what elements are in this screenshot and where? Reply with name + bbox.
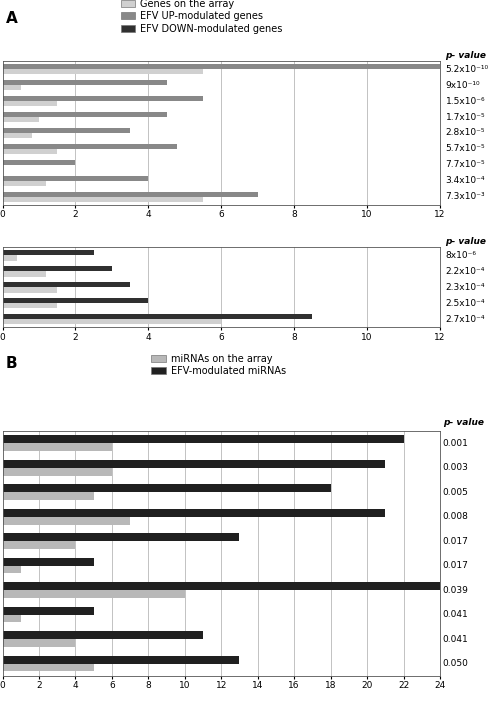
Bar xyxy=(2,534,240,541)
Bar xyxy=(2,191,258,197)
Bar xyxy=(2,631,203,639)
Text: 0.017: 0.017 xyxy=(442,536,468,546)
Text: 0.041: 0.041 xyxy=(442,634,468,643)
Text: 0.001: 0.001 xyxy=(442,439,468,448)
Bar xyxy=(2,639,76,647)
Bar xyxy=(2,320,221,325)
Text: 0.039: 0.039 xyxy=(442,586,468,595)
Bar xyxy=(2,80,166,85)
Legend: Genes on the array, EFV UP-modulated genes, EFV DOWN-modulated genes: Genes on the array, EFV UP-modulated gen… xyxy=(116,0,286,37)
Text: 7.7x10⁻⁵: 7.7x10⁻⁵ xyxy=(446,161,485,170)
Bar xyxy=(2,558,94,565)
Bar xyxy=(2,282,130,287)
Text: p- value: p- value xyxy=(446,237,486,246)
Bar xyxy=(2,85,21,90)
Text: 5.7x10⁻⁵: 5.7x10⁻⁵ xyxy=(446,144,485,153)
Bar xyxy=(2,467,112,475)
Bar xyxy=(2,517,130,524)
Bar xyxy=(2,96,203,101)
Bar xyxy=(2,287,57,292)
Bar xyxy=(2,607,94,615)
Text: 1.5x10⁻⁶: 1.5x10⁻⁶ xyxy=(446,96,485,106)
Bar xyxy=(2,590,185,598)
Text: 0.017: 0.017 xyxy=(442,561,468,570)
Bar xyxy=(2,149,57,154)
Bar xyxy=(2,160,76,165)
Bar xyxy=(2,664,94,672)
Bar xyxy=(2,444,112,451)
Bar xyxy=(2,460,386,467)
Text: 8x10⁻⁶: 8x10⁻⁶ xyxy=(446,251,476,260)
Bar xyxy=(2,133,32,138)
Text: 0.050: 0.050 xyxy=(442,659,468,668)
Bar xyxy=(2,101,57,106)
Text: 2.3x10⁻⁴: 2.3x10⁻⁴ xyxy=(446,283,485,292)
Bar xyxy=(2,303,57,308)
Bar xyxy=(2,298,148,303)
Bar xyxy=(2,176,148,181)
Text: 2.8x10⁻⁵: 2.8x10⁻⁵ xyxy=(446,129,485,137)
Bar xyxy=(2,615,21,622)
Bar xyxy=(2,655,240,664)
Text: 5.2x10⁻¹⁰: 5.2x10⁻¹⁰ xyxy=(446,65,488,73)
Text: 0.003: 0.003 xyxy=(442,463,468,472)
Bar xyxy=(2,582,440,590)
Bar xyxy=(2,251,94,256)
Text: 9x10⁻¹⁰: 9x10⁻¹⁰ xyxy=(446,80,480,89)
Text: 3.4x10⁻⁴: 3.4x10⁻⁴ xyxy=(446,177,485,185)
Legend: miRNAs on the array, EFV-modulated miRNAs: miRNAs on the array, EFV-modulated miRNA… xyxy=(148,350,290,380)
Text: 2.5x10⁻⁴: 2.5x10⁻⁴ xyxy=(446,299,485,308)
Bar xyxy=(2,197,203,202)
Text: 1.7x10⁻⁵: 1.7x10⁻⁵ xyxy=(446,113,485,122)
Text: A: A xyxy=(6,11,18,25)
Bar xyxy=(2,314,312,320)
Bar xyxy=(2,272,46,277)
Text: p- value: p- value xyxy=(446,51,486,60)
Bar xyxy=(2,492,94,500)
Bar xyxy=(2,266,112,272)
Bar xyxy=(2,181,46,186)
Bar xyxy=(2,541,76,549)
Bar xyxy=(2,509,386,517)
Text: 0.005: 0.005 xyxy=(442,488,468,497)
Bar xyxy=(2,64,440,69)
Bar xyxy=(2,144,178,149)
Text: 0.008: 0.008 xyxy=(442,513,468,521)
Bar xyxy=(2,69,203,74)
Text: 2.2x10⁻⁴: 2.2x10⁻⁴ xyxy=(446,267,485,276)
Text: 0.041: 0.041 xyxy=(442,610,468,619)
Bar xyxy=(2,128,130,133)
Text: 2.7x10⁻⁴: 2.7x10⁻⁴ xyxy=(446,315,485,324)
Bar xyxy=(2,117,39,122)
Bar xyxy=(2,565,21,574)
Text: p- value: p- value xyxy=(442,418,484,427)
Bar xyxy=(2,256,17,260)
Bar xyxy=(2,484,330,492)
Bar xyxy=(2,112,166,117)
Text: 7.3x10⁻³: 7.3x10⁻³ xyxy=(446,192,485,201)
Text: B: B xyxy=(6,356,18,370)
Bar xyxy=(2,435,404,444)
